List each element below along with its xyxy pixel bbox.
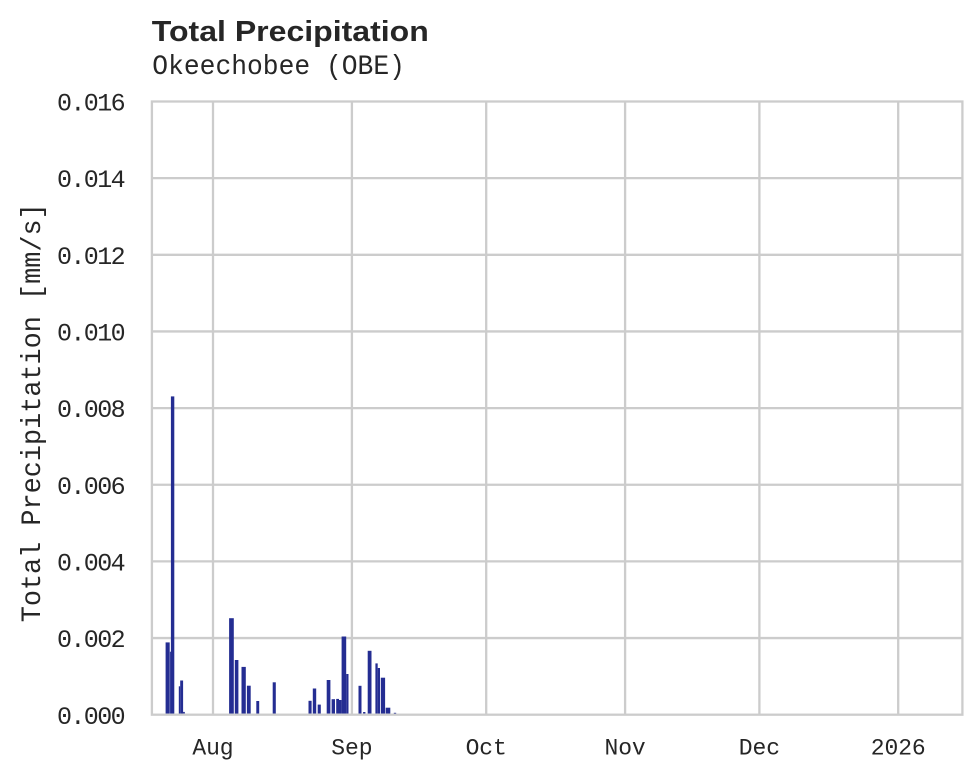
svg-text:0.014: 0.014 xyxy=(57,166,126,195)
svg-text:Dec: Dec xyxy=(739,736,780,762)
svg-text:Nov: Nov xyxy=(605,736,646,762)
svg-text:Total Precipitation: Total Precipitation xyxy=(152,16,429,48)
svg-text:Total Precipitation [mm/s]: Total Precipitation [mm/s] xyxy=(18,203,49,622)
svg-text:0.010: 0.010 xyxy=(57,320,126,349)
svg-text:0.002: 0.002 xyxy=(57,626,126,655)
svg-text:2026: 2026 xyxy=(871,736,926,762)
svg-text:0.016: 0.016 xyxy=(57,90,126,119)
svg-text:0.000: 0.000 xyxy=(57,703,126,732)
svg-text:Sep: Sep xyxy=(331,736,372,762)
svg-text:0.008: 0.008 xyxy=(57,396,126,425)
svg-text:Okeechobee (OBE): Okeechobee (OBE) xyxy=(152,52,405,83)
svg-text:0.004: 0.004 xyxy=(57,550,126,579)
svg-text:Oct: Oct xyxy=(466,736,507,762)
svg-text:Aug: Aug xyxy=(192,736,233,762)
svg-text:0.012: 0.012 xyxy=(57,243,126,272)
svg-text:0.006: 0.006 xyxy=(57,473,126,502)
